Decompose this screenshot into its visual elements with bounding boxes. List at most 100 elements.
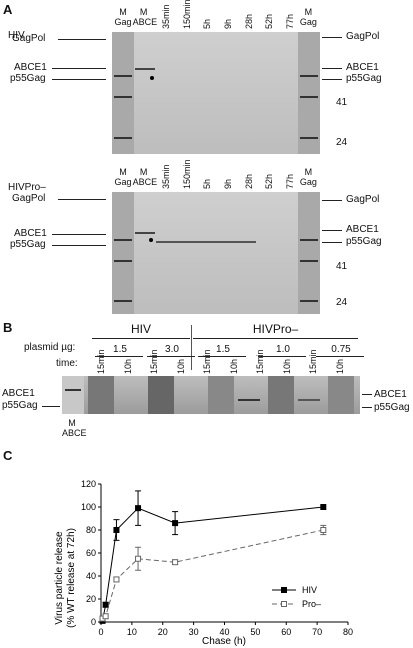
plasmid-value: 1.5 [216,344,230,355]
plasmid-value: 1.5 [113,344,127,355]
gel1-lane-label: 150min [181,0,192,29]
x-tick-label: 10 [127,627,137,637]
y-tick-label: 100 [81,502,96,512]
gel1-right-gagpol: GagPol [346,31,380,42]
gel2-lane-label: 52h [264,173,275,189]
gel2-lane-label: 35min [161,164,172,189]
group-hiv-label: HIV [130,322,151,336]
time-value: 15min [96,349,106,374]
gel2-right-41: 41 [336,261,348,272]
time-value: 10h [122,358,133,374]
legend-marker [281,587,287,593]
gel1-right-abce1: ABCE1 [346,62,379,73]
gel1-lane-label: 35min [161,4,172,29]
data-point [320,527,327,533]
data-point [113,527,120,533]
gel1-right-41: 41 [336,97,348,108]
time-value: 10h [334,358,345,374]
plasmid-value: 0.75 [331,344,351,355]
gel1-title: HIV [8,30,25,41]
gel1-lane-label: M ABCE [132,7,158,27]
gel2-right-24: 24 [336,297,348,308]
gel2-lane-label: 5h [202,178,213,189]
gel1-lane-label: M Gag [299,7,317,27]
panel-b-label: B [3,320,13,335]
legend-label: Pro– [302,599,321,609]
time-value: 15min [149,349,159,374]
data-point [102,601,109,608]
chart-xlabel: Chase (h) [202,636,246,647]
x-tick-label: 50 [250,627,260,637]
panel-a-label: A [3,2,13,17]
gel1-lane-label: 52h [264,13,275,29]
plasmid-value: 1.0 [276,344,290,355]
panel-b-gel [62,376,360,414]
gel1-left-p55gag: p55Gag [10,73,46,84]
time-value: 15min [202,349,212,374]
panel-b-marker-label: M ABCE [62,418,87,438]
gel2-lane-label: 77h [284,173,295,189]
gel2-lane-label: M Gag [114,167,132,187]
x-tick-label: 20 [158,627,168,637]
chart-ylabel-line1: Virus particle release [54,531,65,625]
time-value: 15min [308,349,318,374]
gel2-lane-label: 150min [181,159,192,189]
data-point [113,576,120,583]
x-tick-label: 0 [98,627,103,637]
release-chart: Virus particle release (% WT release at … [54,479,353,647]
gel1-lane-label: 28h [243,13,254,29]
group-hivpro-label: HIVPro– [252,322,299,336]
gel2-left-p55gag: p55Gag [10,239,46,250]
gel1-right-p55gag: p55Gag [346,73,382,84]
panel-b-left-abce1: ABCE1 [2,388,35,399]
gel1-image [112,32,320,154]
plasmid-value: 3.0 [165,344,179,355]
data-point [172,520,179,527]
time-value: 10h [175,358,186,374]
y-tick-label: 120 [81,479,96,489]
chart-ylabel-line2: (% WT release at 72h) [66,528,77,628]
group-hivpro: HIVPro– [193,322,358,336]
y-tick-label: 40 [86,571,96,581]
x-tick-label: 70 [312,627,322,637]
x-tick-label: 30 [189,627,199,637]
gel1-lane-label: 77h [284,13,295,29]
gel1-left-gagpol: GagPol [12,33,46,44]
panel-c-label: C [3,448,13,463]
time-value: 15min [255,349,265,374]
panel-b-right-p55gag: p55Gag [374,402,410,413]
y-tick-label: 0 [91,617,96,627]
y-tick-label: 20 [86,594,96,604]
gel1-lane-label: 9h [223,18,233,29]
x-tick-label: 40 [219,627,229,637]
gel2-right-abce1: ABCE1 [346,224,379,235]
time-value: 10h [281,358,292,374]
gel2-lane-label: 9h [223,178,233,189]
time-value: 10h [228,358,239,374]
y-tick-label: 60 [86,548,96,558]
gel2-left-abce1: ABCE1 [14,228,47,239]
gel2-lane-label: M ABCE [132,167,158,187]
gel2-image [112,192,320,314]
time-label: time: [56,358,78,369]
y-tick-label: 80 [86,525,96,535]
gel1-right-24: 24 [336,137,348,148]
series-line [102,529,324,619]
gel2-lane-label: 28h [243,173,254,189]
legend-marker [281,601,287,607]
data-point [320,504,327,510]
gel1-lane-label: 5h [202,18,213,29]
x-tick-label: 80 [343,627,353,637]
gel2-right-p55gag: p55Gag [346,236,382,247]
gel1-lane-label: M Gag [114,7,132,27]
panel-b-left-p55gag: p55Gag [2,400,38,411]
data-point [135,555,142,562]
gel2-left-gagpol: GagPol [12,193,46,204]
plasmid-label: plasmid µg: [24,342,76,353]
gel2-lane-label: M Gag [299,167,317,187]
x-tick-label: 60 [281,627,291,637]
data-point [172,559,179,566]
legend-label: HIV [302,585,317,595]
gel2-right-gagpol: GagPol [346,194,380,205]
panel-b-right-abce1: ABCE1 [374,389,407,400]
